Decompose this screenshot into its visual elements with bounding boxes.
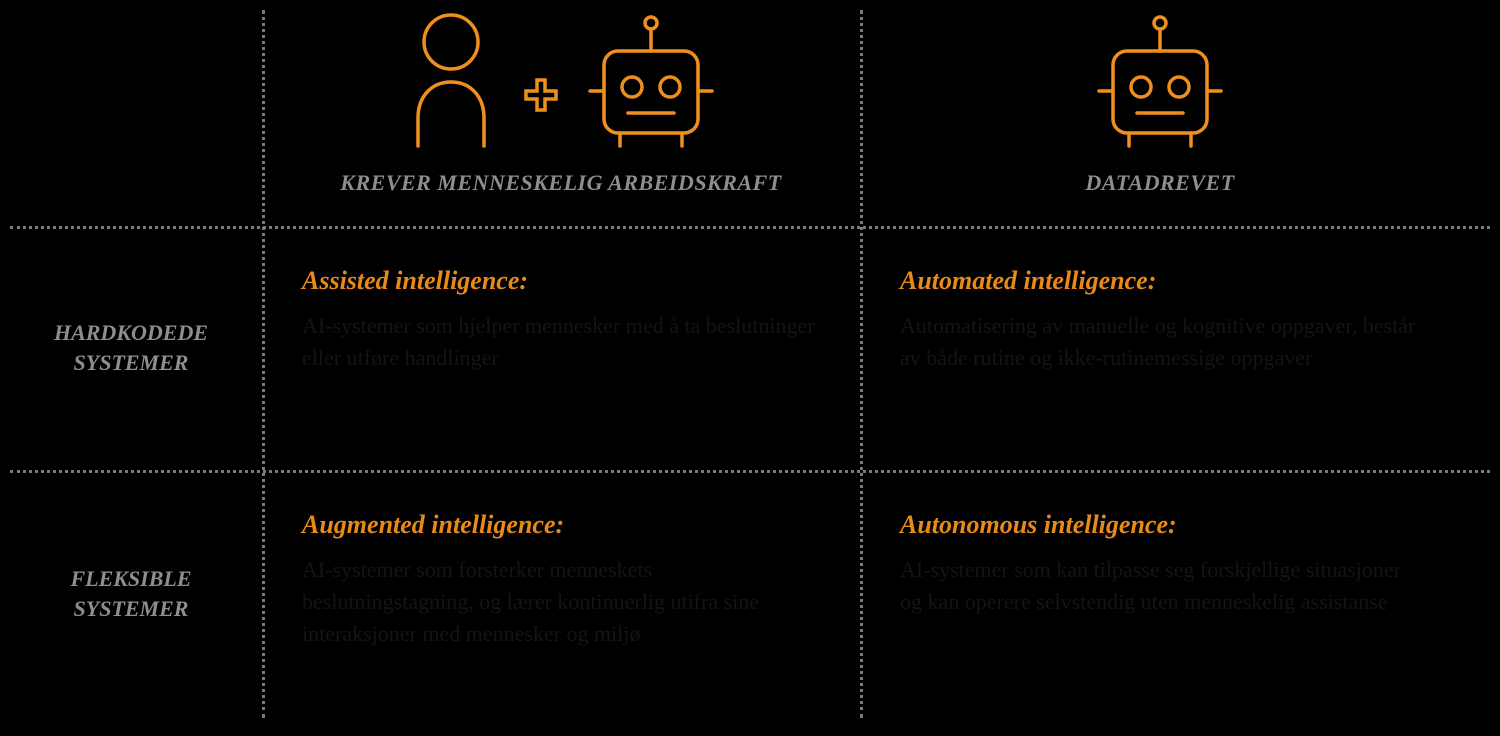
row-label-hardcoded: HARDKODEDE SYSTEMER bbox=[0, 226, 262, 470]
matrix-grid: KREVER MENNESKELIG ARBEIDSKRAFT DATAD bbox=[0, 0, 1500, 736]
column-header-human: KREVER MENNESKELIG ARBEIDSKRAFT bbox=[262, 0, 860, 226]
row-label-line: SYSTEMER bbox=[74, 348, 189, 378]
icon-row-human-plus-robot bbox=[406, 8, 716, 148]
cell-automated: Automated intelligence: Automatisering a… bbox=[860, 226, 1460, 470]
robot-icon bbox=[1095, 13, 1225, 148]
cell-title: Augmented intelligence: bbox=[302, 510, 820, 540]
cell-desc: AI-systemer som kan tilpasse seg forskje… bbox=[900, 554, 1420, 618]
column-label-data: DATADREVET bbox=[1085, 170, 1234, 196]
icon-row-robot bbox=[1095, 13, 1225, 148]
row-label-line: HARDKODEDE bbox=[54, 318, 208, 348]
cell-title: Autonomous intelligence: bbox=[900, 510, 1420, 540]
cell-title: Assisted intelligence: bbox=[302, 266, 820, 296]
person-icon bbox=[406, 8, 496, 148]
row-label-flexible: FLEKSIBLE SYSTEMER bbox=[0, 470, 262, 718]
column-label-human: KREVER MENNESKELIG ARBEIDSKRAFT bbox=[340, 170, 781, 196]
cell-autonomous: Autonomous intelligence: AI-systemer som… bbox=[860, 470, 1460, 718]
cell-title: Automated intelligence: bbox=[900, 266, 1420, 296]
plus-icon bbox=[524, 78, 558, 112]
column-header-data: DATADREVET bbox=[860, 0, 1460, 226]
row-label-line: SYSTEMER bbox=[74, 594, 189, 624]
cell-desc: AI-systemer som hjelper mennesker med å … bbox=[302, 310, 820, 374]
robot-icon bbox=[586, 13, 716, 148]
cell-augmented: Augmented intelligence: AI-systemer som … bbox=[262, 470, 860, 718]
cell-assisted: Assisted intelligence: AI-systemer som h… bbox=[262, 226, 860, 470]
cell-desc: Automatisering av manuelle og kognitive … bbox=[900, 310, 1420, 374]
row-label-line: FLEKSIBLE bbox=[70, 564, 191, 594]
cell-desc: AI-systemer som forsterker menneskets be… bbox=[302, 554, 820, 650]
